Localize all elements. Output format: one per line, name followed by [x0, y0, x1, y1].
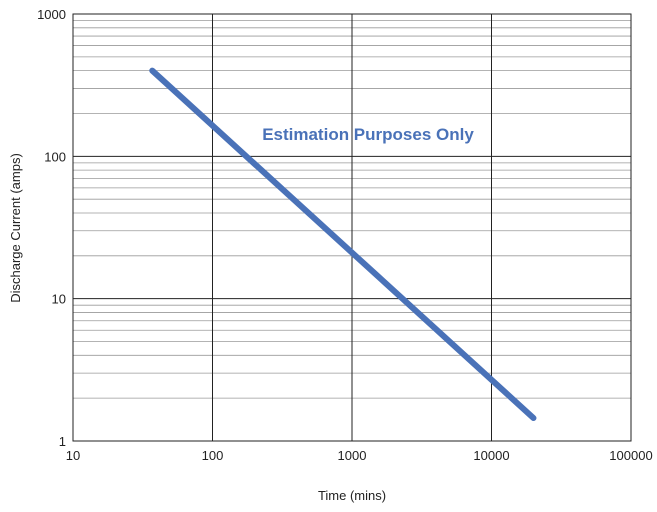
y-tick-label: 100: [44, 149, 66, 164]
y-tick-label: 1: [59, 434, 66, 449]
y-axis-label: Discharge Current (amps): [8, 153, 23, 303]
x-tick-label: 10: [66, 448, 80, 463]
x-axis-label: Time (mins): [318, 488, 386, 503]
annotation-label: Estimation Purposes Only: [262, 125, 474, 144]
x-tick-label: 10000: [473, 448, 509, 463]
x-tick-label: 100000: [609, 448, 652, 463]
x-tick-label: 100: [202, 448, 224, 463]
x-tick-label: 1000: [338, 448, 367, 463]
plot-frame: [72, 13, 632, 442]
y-tick-label: 10: [52, 292, 66, 307]
series-line: [149, 67, 537, 422]
axes: [72, 13, 632, 442]
series-layer: [149, 67, 537, 422]
y-tick-label: 1000: [37, 7, 66, 22]
